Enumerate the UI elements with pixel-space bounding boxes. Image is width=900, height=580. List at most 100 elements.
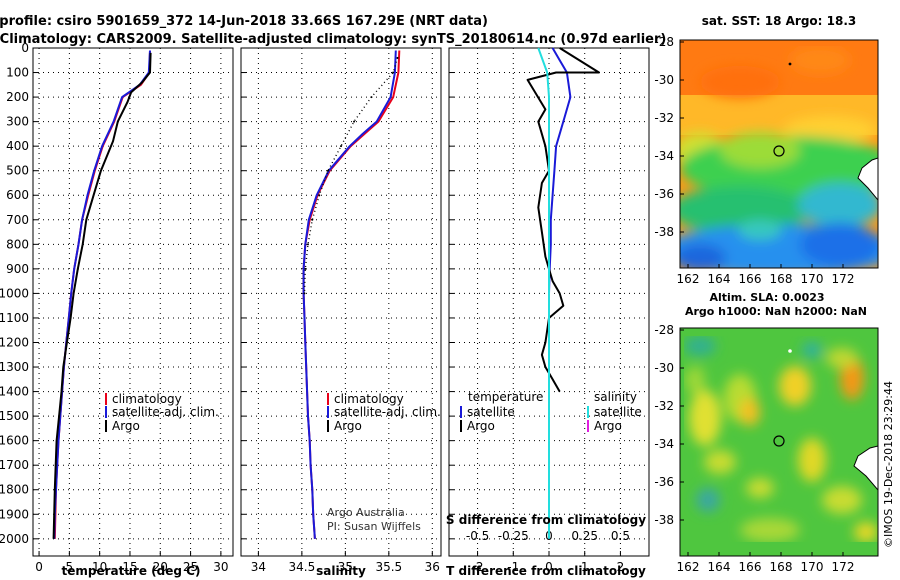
map-lat-label: -34 xyxy=(654,149,674,163)
difference-xlabel: T difference from climatology xyxy=(446,564,646,578)
legend-label-argo: Argo xyxy=(112,419,140,433)
x-tick-label: 10 xyxy=(92,560,107,574)
salinity-legend: climatology satellite-adj. clim. Argo xyxy=(327,392,441,433)
legend-title-temperature: temperature xyxy=(468,390,543,404)
y-tick-label: 1600 xyxy=(0,434,29,448)
temperature-legend: climatology satellite-adj. clim. Argo xyxy=(105,392,219,433)
series-point xyxy=(303,292,306,295)
map-lon-label: 170 xyxy=(801,560,824,574)
sst-argo-position-marker xyxy=(773,145,785,157)
map-lat-label: -34 xyxy=(654,437,674,451)
legend-label-satellite: satellite-adj. clim. xyxy=(334,405,441,419)
map-lat-label: -28 xyxy=(654,323,674,337)
y-tick-label: 600 xyxy=(6,188,29,202)
y-tick-label: 800 xyxy=(6,237,29,251)
y-tick-label: 1300 xyxy=(0,360,29,374)
legend-label-t-satellite: satellite xyxy=(467,405,515,419)
y-tick-label: 1900 xyxy=(0,507,29,521)
series-point xyxy=(353,120,356,123)
sst-map-ticks: 162 164 166 168 170 172 -28 -30 -32 -34 -36 -38 xyxy=(654,35,854,286)
x-tick-label: 30 xyxy=(213,560,228,574)
map-lat-label: -30 xyxy=(654,73,674,87)
map-lon-label: 168 xyxy=(770,560,793,574)
y-tick-label: 300 xyxy=(6,115,29,129)
map-lon-label: 164 xyxy=(708,560,731,574)
map-lon-label: 164 xyxy=(708,272,731,286)
x-tick-label: 34.5 xyxy=(289,560,316,574)
s-tick-label: -0.25 xyxy=(498,529,529,543)
legend-label-t-argo: Argo xyxy=(467,419,495,433)
series-t-argo xyxy=(526,47,600,393)
credit-line2: PI: Susan Wijffels xyxy=(327,520,421,533)
y-tick-label: 1500 xyxy=(0,409,29,423)
series-satellite-adj-clim- xyxy=(53,50,151,539)
sst-map-title: sat. SST: 18 Argo: 18.3 xyxy=(702,14,856,28)
map-lat-label: -38 xyxy=(654,513,674,527)
series-s-satellite xyxy=(537,47,550,539)
map-lat-label: -32 xyxy=(654,111,674,125)
grid-layer xyxy=(33,47,649,556)
sla-map-title1: Altim. SLA: 0.0023 xyxy=(709,291,824,304)
legend-label-climatology: climatology xyxy=(112,392,182,406)
y-tick-label: 200 xyxy=(6,90,29,104)
map-lat-label: -38 xyxy=(654,225,674,239)
x-tick-label: -1 xyxy=(507,560,519,574)
sst-map-frame xyxy=(679,39,879,269)
credit-line1: Argo Australia xyxy=(327,506,405,519)
legend-label-s-satellite: satellite xyxy=(594,405,642,419)
x-tick-label: 34 xyxy=(251,560,266,574)
x-tick-label: 1 xyxy=(581,560,589,574)
y-tick-label: 2000 xyxy=(0,532,29,546)
tick-layer: 0 5 10 15 20 25 300100200300400500600700800900… xyxy=(0,41,630,574)
legend-label-s-argo: Argo xyxy=(594,419,622,433)
map-lat-label: -30 xyxy=(654,361,674,375)
sla-map-frame xyxy=(679,327,879,557)
y-tick-label: 0 xyxy=(21,41,29,55)
series-point xyxy=(340,145,342,148)
series-point xyxy=(326,169,329,172)
sla-map-ticks: 162 164 166 168 170 172 -28 -30 -32 -34 -36 -38 xyxy=(654,323,854,574)
legend-title-salinity: salinity xyxy=(594,390,637,404)
difference-xlabel-top: S difference from climatology xyxy=(446,513,646,527)
map-lat-label: -32 xyxy=(654,399,674,413)
sla-map-image xyxy=(680,328,878,556)
imos-watermark: ©IMOS 19-Dec-2018 23:29:44 xyxy=(882,381,895,548)
salinity-xlabel: salinity xyxy=(316,564,366,578)
title-line1: Argo profile: csiro 5901659_372 14-Jun-2… xyxy=(0,14,488,29)
series-argo xyxy=(303,57,399,294)
x-tick-label: 20 xyxy=(153,560,168,574)
s-tick-label: -0.5 xyxy=(466,529,489,543)
sla-map-title2: Argo h1000: NaN h2000: NaN xyxy=(685,305,867,318)
title-line2: Climatology: CARS2009. Satellite-adjuste… xyxy=(0,32,666,47)
series-argo xyxy=(52,52,152,539)
temperature-panel-frame xyxy=(32,47,234,557)
x-tick-label: 25 xyxy=(183,560,198,574)
map-lon-label: 162 xyxy=(677,272,700,286)
series-layer xyxy=(52,47,600,539)
salinity-panel-frame xyxy=(240,47,442,557)
y-tick-label: 400 xyxy=(6,139,29,153)
series-point xyxy=(304,267,307,270)
map-lon-label: 162 xyxy=(677,560,700,574)
map-lat-label: -28 xyxy=(654,35,674,49)
s-tick-label: 0.25 xyxy=(571,529,598,543)
y-tick-label: 1100 xyxy=(0,311,29,325)
temperature-xlabel: temperature (deg C) xyxy=(62,564,201,578)
x-tick-label: 5 xyxy=(66,560,74,574)
x-tick-label: 0 xyxy=(35,560,43,574)
map-lon-label: 170 xyxy=(801,272,824,286)
map-lon-label: 166 xyxy=(739,272,762,286)
y-tick-label: 900 xyxy=(6,262,29,276)
s-tick-label: 0.5 xyxy=(611,529,630,543)
y-tick-label: 1800 xyxy=(0,483,29,497)
sst-map-image xyxy=(680,40,878,268)
series-point xyxy=(306,243,309,246)
x-tick-label: 35 xyxy=(338,560,353,574)
x-tick-label: 36 xyxy=(425,560,440,574)
difference-legend: temperature satellite Argo salinity sate… xyxy=(460,390,642,433)
x-tick-label: 35.5 xyxy=(375,560,402,574)
map-lon-label: 166 xyxy=(739,560,762,574)
series-satellite-adj-clim- xyxy=(302,50,397,539)
x-tick-label: 0 xyxy=(545,560,553,574)
